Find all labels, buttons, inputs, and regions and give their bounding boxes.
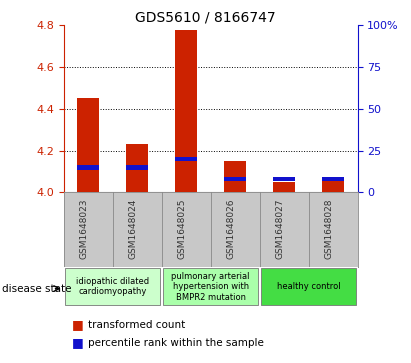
- Text: idiopathic dilated
cardiomyopathy: idiopathic dilated cardiomyopathy: [76, 277, 149, 297]
- Bar: [273, 177, 295, 182]
- Text: GDS5610 / 8166747: GDS5610 / 8166747: [135, 11, 276, 25]
- Bar: [322, 178, 344, 192]
- Bar: [224, 177, 246, 182]
- Bar: [77, 165, 99, 170]
- Text: transformed count: transformed count: [88, 320, 186, 330]
- Text: GSM1648023: GSM1648023: [79, 198, 88, 259]
- Text: GSM1648024: GSM1648024: [128, 198, 137, 259]
- Bar: [175, 157, 197, 161]
- Bar: [175, 29, 197, 192]
- Bar: [77, 98, 99, 192]
- Bar: [163, 268, 258, 305]
- Bar: [224, 161, 246, 192]
- Text: disease state: disease state: [2, 284, 72, 294]
- Text: ■: ■: [72, 337, 84, 350]
- Bar: [126, 144, 148, 192]
- Text: pulmonary arterial
hypertension with
BMPR2 mutation: pulmonary arterial hypertension with BMP…: [171, 272, 250, 302]
- Text: GSM1648025: GSM1648025: [177, 198, 186, 259]
- Bar: [65, 268, 160, 305]
- Bar: [273, 182, 295, 192]
- Text: GSM1648028: GSM1648028: [324, 198, 333, 259]
- Text: percentile rank within the sample: percentile rank within the sample: [88, 338, 264, 348]
- Text: GSM1648026: GSM1648026: [226, 198, 235, 259]
- Text: GSM1648027: GSM1648027: [275, 198, 284, 259]
- Bar: [126, 165, 148, 170]
- Bar: [322, 177, 344, 182]
- Bar: [261, 268, 356, 305]
- Text: healthy control: healthy control: [277, 282, 340, 291]
- Text: ■: ■: [72, 318, 84, 331]
